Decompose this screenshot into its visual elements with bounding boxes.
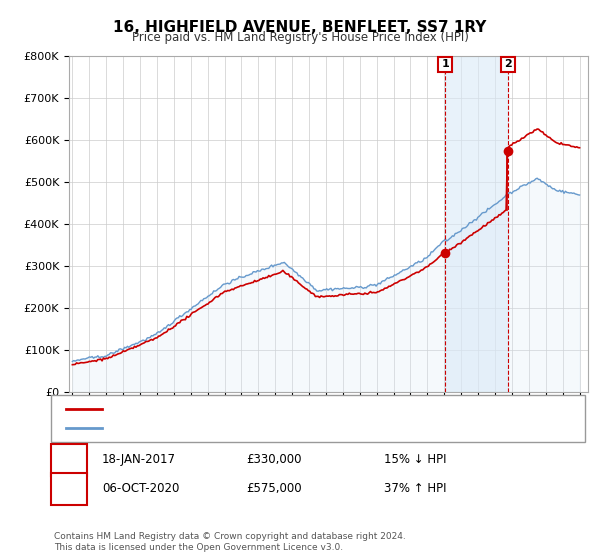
Text: 18-JAN-2017: 18-JAN-2017: [102, 453, 176, 466]
Text: 1: 1: [441, 59, 449, 69]
Text: 06-OCT-2020: 06-OCT-2020: [102, 482, 179, 496]
Text: 2: 2: [504, 59, 512, 69]
Text: HPI: Average price, detached house, Castle Point: HPI: Average price, detached house, Cast…: [111, 423, 366, 433]
Text: £330,000: £330,000: [246, 453, 302, 466]
Text: 1: 1: [65, 453, 73, 466]
Text: 2: 2: [65, 482, 73, 496]
Text: Price paid vs. HM Land Registry's House Price Index (HPI): Price paid vs. HM Land Registry's House …: [131, 31, 469, 44]
Text: Contains HM Land Registry data © Crown copyright and database right 2024.
This d: Contains HM Land Registry data © Crown c…: [54, 532, 406, 552]
Text: 37% ↑ HPI: 37% ↑ HPI: [384, 482, 446, 496]
Bar: [445, 56, 508, 392]
Text: 15% ↓ HPI: 15% ↓ HPI: [384, 453, 446, 466]
Text: 16, HIGHFIELD AVENUE, BENFLEET, SS7 1RY: 16, HIGHFIELD AVENUE, BENFLEET, SS7 1RY: [113, 20, 487, 35]
Text: £575,000: £575,000: [246, 482, 302, 496]
Text: 16, HIGHFIELD AVENUE, BENFLEET, SS7 1RY (detached house): 16, HIGHFIELD AVENUE, BENFLEET, SS7 1RY …: [111, 404, 434, 414]
